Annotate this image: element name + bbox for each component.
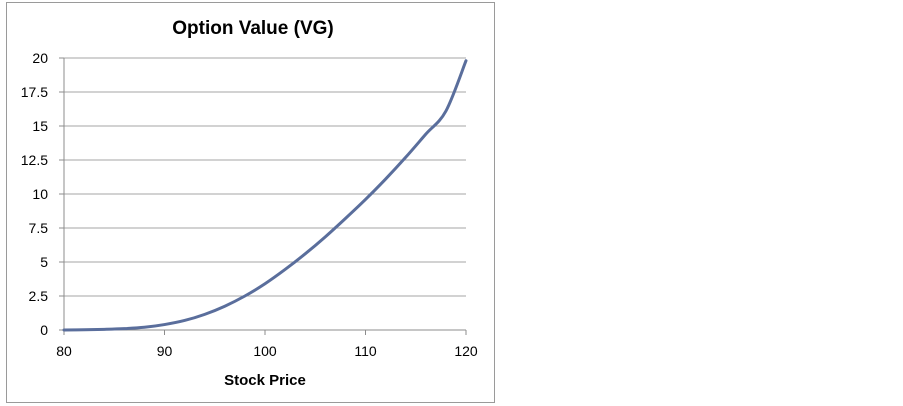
y-tick-label: 20 (32, 50, 48, 66)
chart-frame: Option Value (VG) 0 2.5 5 7.5 10 12.5 15 17.5 20… (6, 2, 495, 403)
x-tick-label: 100 (253, 343, 277, 359)
option-value-chart: Option Value (VG) 0 2.5 5 7.5 10 12.5 15 17.5 20… (21, 18, 478, 389)
y-tick-label: 10 (32, 186, 48, 202)
series-line-0 (62, 59, 468, 332)
x-tick-label: 110 (354, 343, 377, 359)
axes (59, 57, 467, 335)
y-tick-labels: 0 2.5 5 7.5 10 12.5 15 17.5 20 (21, 50, 48, 338)
series-layer (62, 59, 468, 332)
y-tick-label: 2.5 (29, 288, 49, 304)
x-tick-label: 80 (56, 343, 72, 359)
x-tick-label: 90 (157, 343, 173, 359)
y-tick-label: 17.5 (21, 84, 48, 100)
x-tick-label: 120 (454, 343, 478, 359)
y-tick-label: 5 (40, 254, 48, 270)
y-tick-label: 7.5 (29, 220, 49, 236)
x-axis-label: Stock Price (224, 372, 306, 389)
y-tick-label: 0 (40, 322, 48, 338)
chart-title: Option Value (VG) (172, 18, 334, 39)
y-tick-label: 15 (32, 118, 48, 134)
x-tick-labels: 80 90 100 110 120 (56, 343, 478, 359)
gridlines (64, 57, 466, 297)
y-tick-label: 12.5 (21, 152, 48, 168)
